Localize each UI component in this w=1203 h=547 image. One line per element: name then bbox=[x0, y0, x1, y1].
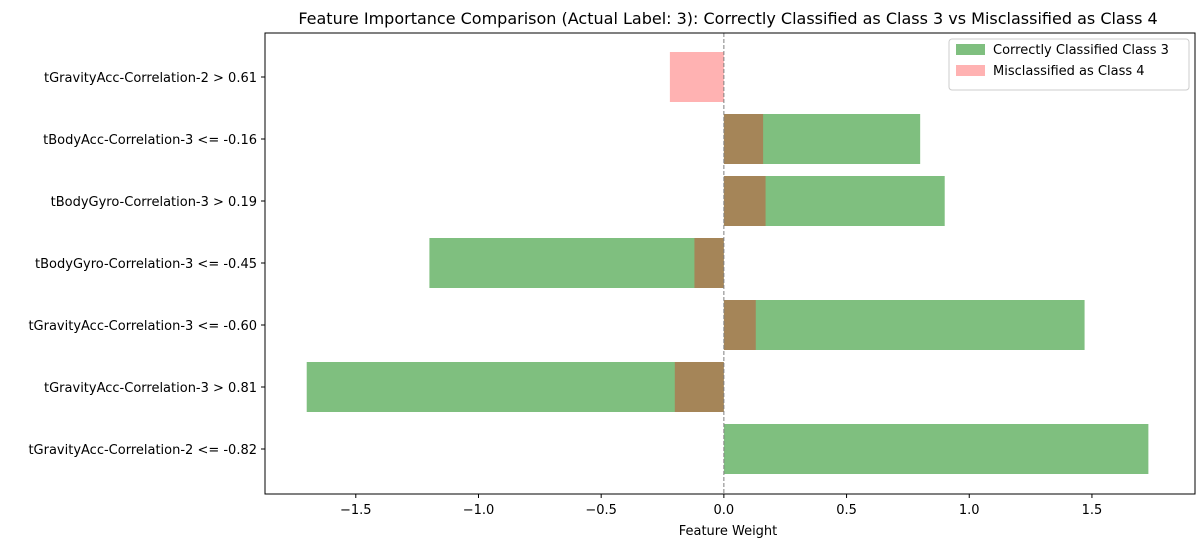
y-tick-label: tBodyGyro-Correlation-3 > 0.19 bbox=[51, 195, 257, 210]
x-tick-label: 1.0 bbox=[959, 503, 980, 518]
legend: Correctly Classified Class 3 Misclassifie… bbox=[948, 38, 1190, 91]
x-tick-label: −1.5 bbox=[340, 503, 372, 518]
y-tick-label: tBodyGyro-Correlation-3 <= -0.45 bbox=[35, 257, 257, 272]
x-tick-label: 0.5 bbox=[836, 503, 857, 518]
y-tick-label: tGravityAcc-Correlation-3 > 0.81 bbox=[44, 381, 257, 396]
y-tick-label: tBodyAcc-Correlation-3 <= -0.16 bbox=[43, 133, 257, 148]
bar-series-2-row-2 bbox=[723, 114, 764, 164]
legend-box bbox=[948, 38, 1190, 91]
bar-series-1-row-3 bbox=[723, 176, 945, 226]
bar-series-2-row-1 bbox=[669, 52, 724, 102]
y-tick-label: tGravityAcc-Correlation-2 > 0.61 bbox=[44, 71, 257, 86]
x-axis: −1.5 −1.0 −0.5 0.0 0.5 1.0 1.5 bbox=[340, 494, 1102, 518]
bar-series-2-row-4 bbox=[694, 238, 724, 288]
bars-layer bbox=[306, 52, 1149, 474]
x-tick-label: −1.0 bbox=[463, 503, 495, 518]
bar-series-1-row-2 bbox=[723, 114, 921, 164]
bar-series-2-row-6 bbox=[674, 362, 724, 412]
x-tick-label: 1.5 bbox=[1082, 503, 1103, 518]
y-axis: tGravityAcc-Correlation-2 > 0.61 tBodyAcc… bbox=[28, 71, 265, 458]
x-axis-label: Feature Weight bbox=[679, 524, 778, 539]
y-tick-label: tGravityAcc-Correlation-2 <= -0.82 bbox=[28, 443, 257, 458]
x-tick-label: −0.5 bbox=[585, 503, 617, 518]
bar-series-1-row-6 bbox=[306, 362, 724, 412]
legend-swatch-2 bbox=[956, 65, 985, 76]
y-tick-label: tGravityAcc-Correlation-3 <= -0.60 bbox=[28, 319, 257, 334]
bar-series-1-row-4 bbox=[429, 238, 724, 288]
chart-title: Feature Importance Comparison (Actual La… bbox=[298, 9, 1157, 28]
bar-series-2-row-3 bbox=[723, 176, 766, 226]
legend-label-1: Correctly Classified Class 3 bbox=[993, 43, 1169, 58]
bar-series-1-row-5 bbox=[723, 300, 1085, 350]
bar-series-1-row-7 bbox=[723, 424, 1149, 474]
legend-label-2: Misclassified as Class 4 bbox=[993, 64, 1145, 79]
x-tick-label: 0.0 bbox=[714, 503, 735, 518]
legend-swatch-1 bbox=[956, 44, 985, 55]
bar-series-2-row-5 bbox=[723, 300, 756, 350]
